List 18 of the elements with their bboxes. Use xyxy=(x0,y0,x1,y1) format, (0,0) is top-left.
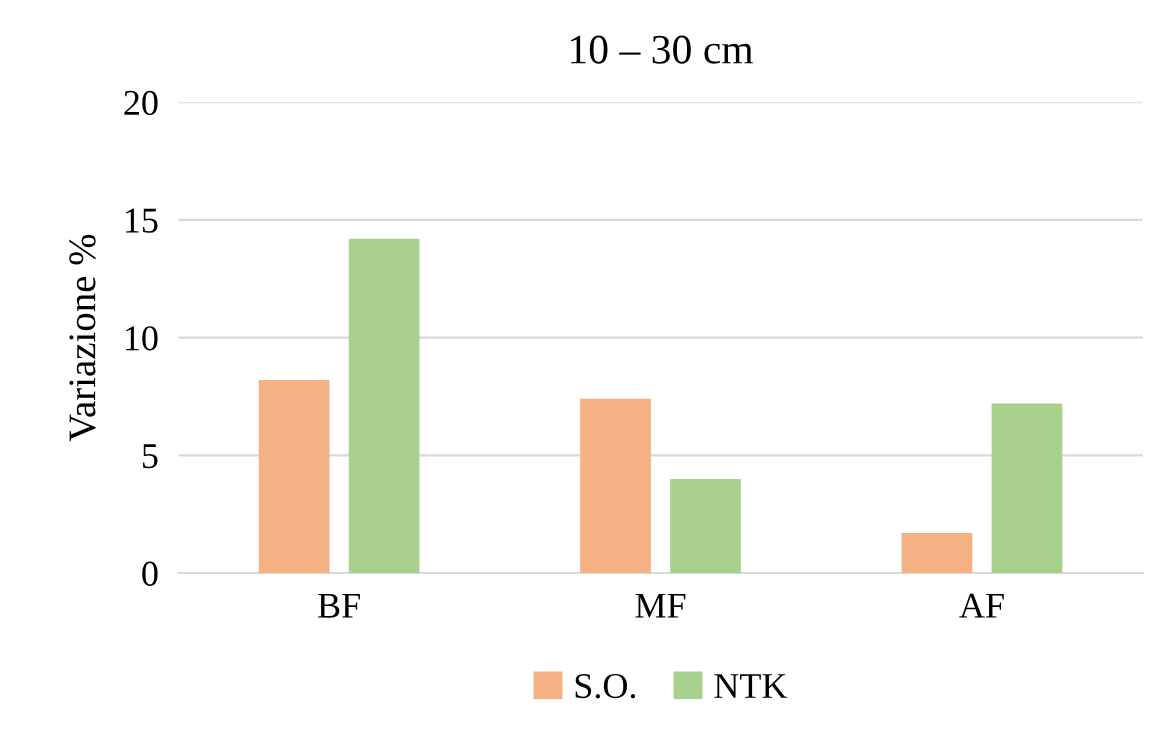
chart-title: 10 – 30 cm xyxy=(571,35,754,64)
y-tick-label: 20 xyxy=(124,90,158,116)
y-tick-label: 10 xyxy=(126,326,158,351)
y-tick-label: 15 xyxy=(126,208,158,233)
bar xyxy=(991,403,1063,574)
x-tick-label: MF xyxy=(635,593,686,618)
x-tick-label: BF xyxy=(318,593,360,618)
y-axis-title: Variazione % xyxy=(69,234,96,442)
y-tick-label: 0 xyxy=(142,561,158,586)
bar xyxy=(258,380,330,574)
y-tick-label: 5 xyxy=(143,444,158,469)
legend-label: NTK xyxy=(714,674,788,698)
bar xyxy=(901,533,973,574)
bar xyxy=(580,398,651,574)
bar xyxy=(670,478,741,574)
bar xyxy=(348,238,420,574)
legend-label: S.O. xyxy=(575,673,636,699)
x-tick-label: AF xyxy=(959,593,1004,618)
